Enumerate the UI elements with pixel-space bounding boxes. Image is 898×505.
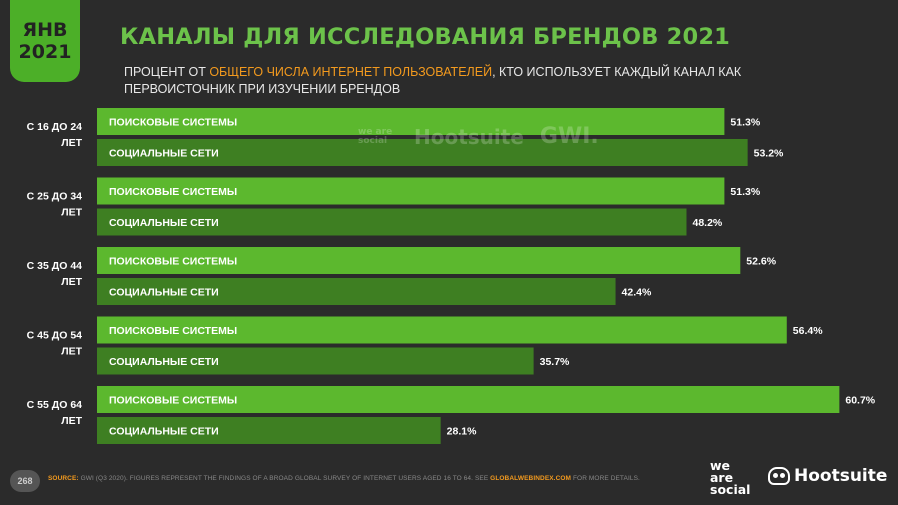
data-label: 51.3% [730,186,760,198]
bar [97,316,787,344]
source-text: GWI (Q3 2020). FIGURES REPRESENT THE FIN… [78,475,491,482]
bar [97,139,748,166]
source-note: SOURCE: GWI (Q3 2020). FIGURES REPRESENT… [48,475,640,482]
subtitle-post: , КТО ИСПОЛЬЗУЕТ КАЖДЫЙ КАНАЛ КАК ПЕРВОИ… [124,65,742,96]
date-year: 2021 [18,41,72,63]
logo-was-line-1: we [710,458,731,473]
bar [97,386,840,413]
category-label-line: ЛЕТ [61,415,82,427]
logo-was-line-3: social [710,482,751,497]
bar [97,417,441,444]
bar [97,208,687,236]
we-are-social-logo: we are social [710,458,758,497]
subtitle-pre: ПРОЦЕНТ ОТ [124,65,210,79]
owl-icon [768,467,790,485]
bar [97,278,616,305]
data-label: 56.4% [793,325,823,337]
category-label-line: С 16 ДО 24 [27,121,83,133]
category-label-line: ЛЕТ [61,346,82,358]
watermark: we are social Hootsuite GWI. [358,124,599,149]
bar [97,347,534,375]
data-label: 48.2% [692,217,722,229]
page-number: 268 [10,470,40,492]
category-label-line: ЛЕТ [61,137,82,149]
source-tail: FOR MORE DETAILS. [571,475,640,482]
bar-series-label: ПОИСКОВЫЕ СИСТЕМЫ [109,325,237,337]
footer: 268 SOURCE: GWI (Q3 2020). FIGURES REPRE… [0,459,898,505]
data-label: 52.6% [746,256,776,268]
watermark-was: we are social [358,126,393,146]
data-label: 28.1% [447,426,477,438]
category-label-line: С 25 ДО 34 [27,191,83,203]
category-label: С 45 ДО 54 ЛЕТ [27,330,83,358]
category-label: С 35 ДО 44 ЛЕТ [27,260,83,288]
category-label-line: С 35 ДО 44 [27,260,83,272]
watermark-gwi: GWI. [539,124,599,149]
page-title: КАНАЛЫ ДЛЯ ИССЛЕДОВАНИЯ БРЕНДОВ 2021 [120,24,731,50]
bar-series-label: ПОИСКОВЫЕ СИСТЕМЫ [109,117,237,129]
bar [97,247,741,274]
bar-series-label: СОЦИАЛЬНЫЕ СЕТИ [109,217,219,229]
data-label: 53.2% [754,148,784,160]
bar-series-label: СОЦИАЛЬНЫЕ СЕТИ [109,356,219,368]
logo-was-line-2: are [710,470,734,485]
category-label-line: ЛЕТ [61,207,82,219]
source-label: SOURCE: [48,475,79,482]
bar-series-label: ПОИСКОВЫЕ СИСТЕМЫ [109,186,237,198]
category-label-line: ЛЕТ [61,276,82,288]
category-label: С 25 ДО 34 ЛЕТ [27,191,83,219]
bar [97,177,725,205]
category-label: С 55 ДО 64 ЛЕТ [27,399,83,427]
bar-series-label: ПОИСКОВЫЕ СИСТЕМЫ [109,395,237,407]
subtitle-highlight: ОБЩЕГО ЧИСЛА ИНТЕРНЕТ ПОЛЬЗОВАТЕЛЕЙ [209,65,493,79]
category-label-line: С 55 ДО 64 [27,399,83,411]
bar-series-label: ПОИСКОВЫЕ СИСТЕМЫ [109,256,237,268]
category-label: С 16 ДО 24 ЛЕТ [27,121,83,149]
date-month: ЯНВ [22,19,68,41]
bar-chart: С 16 ДО 24 ЛЕТ ПОИСКОВЫЕ СИСТЕМЫ 51.3% СОЦИА… [27,108,876,444]
bar-series-label: СОЦИАЛЬНЫЕ СЕТИ [109,426,219,438]
data-label: 60.7% [845,395,875,407]
data-label: 35.7% [540,356,570,368]
data-label: 51.3% [730,117,760,129]
bar [97,108,725,135]
source-link[interactable]: GLOBALWEBINDEX.COM [490,475,572,482]
bar-series-label: СОЦИАЛЬНЫЕ СЕТИ [109,287,219,299]
category-label-line: С 45 ДО 54 [27,330,83,342]
hootsuite-logo-text: Hootsuite [794,466,888,486]
page-subtitle: ПРОЦЕНТ ОТ ОБЩЕГО ЧИСЛА ИНТЕРНЕТ ПОЛЬЗОВ… [124,64,764,98]
watermark-hootsuite: Hootsuite [414,124,524,149]
bar-series-label: СОЦИАЛЬНЫЕ СЕТИ [109,148,219,160]
date-badge: ЯНВ 2021 [10,0,80,82]
hootsuite-logo: Hootsuite [768,466,887,486]
data-label: 42.4% [622,287,652,299]
